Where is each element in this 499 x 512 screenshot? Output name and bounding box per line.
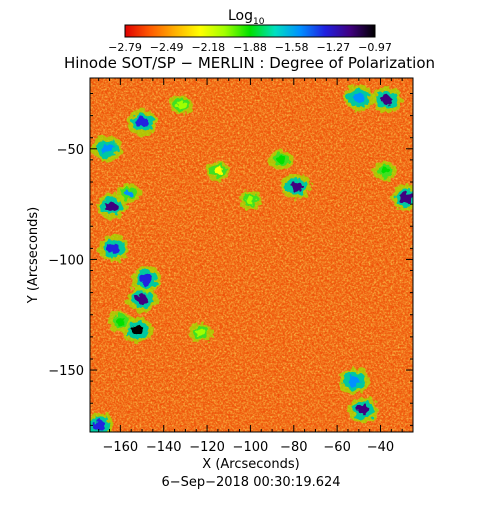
feature-core [289,181,302,192]
feature-core [140,274,153,285]
feature-core [357,404,370,415]
feature-core [131,325,144,336]
feature-core [135,294,149,305]
x-tick-label: −160 [102,440,138,455]
y-axis-label: Y (Arcseconds) [26,207,41,304]
y-axis: −50 −100 −150 [48,92,413,426]
y-tick-label: −150 [48,364,84,379]
x-tick-label: −40 [367,440,394,455]
colorbar-tick-label: −0.97 [358,41,392,54]
x-tick-label: −120 [189,440,225,455]
plot-frame [89,77,414,433]
feature-core [380,167,390,175]
colorbar-label: Log10 [228,8,265,27]
colorbar-tick-label: −1.27 [316,41,350,54]
colorbar-tick-label: −2.18 [191,41,225,54]
feature-core [213,167,223,175]
feature-core [246,196,255,204]
colorbar-tick-label: −2.79 [108,41,142,54]
colorbar [124,24,376,38]
colorbar-ticks: −2.79 −2.49 −2.18 −1.88 −1.58 −1.27 −0.97 [108,41,392,54]
y-tick-label: −100 [48,253,84,268]
feature-core [348,376,361,387]
colorbar-tick-label: −1.88 [233,41,267,54]
feature-core [92,420,105,431]
feature-core [124,189,134,197]
x-tick-label: −100 [233,440,269,455]
x-axis-label: X (Arcseconds) [202,457,299,472]
feature-core [105,201,118,212]
feature-core [107,243,120,254]
feature-core [101,143,114,154]
heatmap [90,78,413,432]
heatmap-features [90,84,413,432]
observation-date: 6−Sep−2018 00:30:19.624 [161,475,340,490]
feature-core [176,100,186,109]
x-tick-label: −140 [146,440,182,455]
colorbar-tick-label: −2.49 [150,41,184,54]
feature-core [135,117,149,128]
x-tick-label: −80 [280,440,307,455]
feature-core [380,95,394,106]
colorbar-tick-label: −1.58 [275,41,309,54]
y-tick-label: −50 [57,143,84,158]
chart-title: Hinode SOT/SP − MERLIN : Degree of Polar… [64,54,435,72]
feature-core [352,92,365,103]
feature-core [400,192,413,203]
feature-core [196,328,205,337]
feature-core [276,156,286,164]
x-tick-label: −60 [323,440,350,455]
x-axis: −160 −140 −120 −100 −80 −60 −40 [98,78,403,455]
feature-core [115,317,125,325]
